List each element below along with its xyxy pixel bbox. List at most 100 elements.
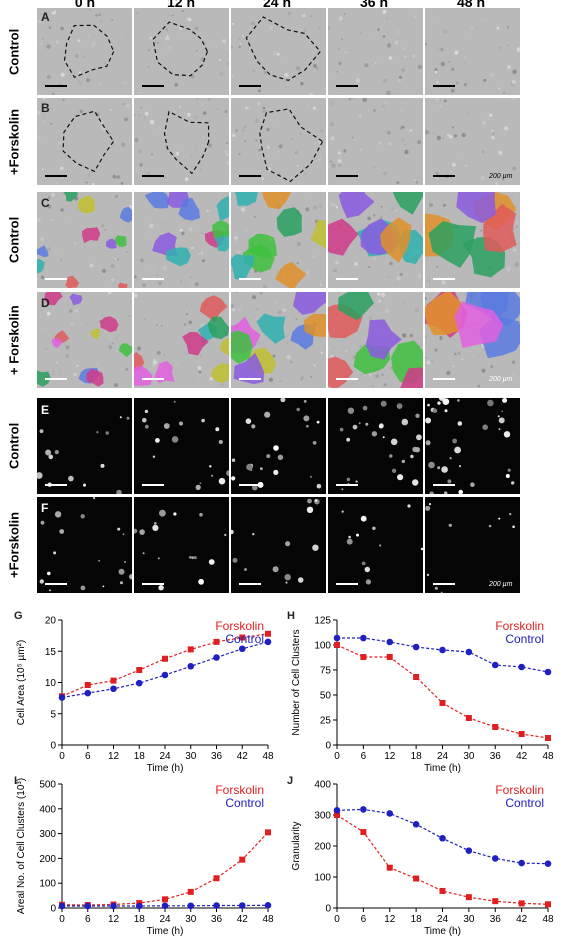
data-point-control (110, 902, 117, 910)
data-point-forskolin (545, 735, 551, 741)
micrograph-b-col2 (231, 98, 326, 185)
scale-bar (433, 175, 455, 177)
y-tick-label: 200 (314, 842, 331, 853)
micrograph-b-col3 (328, 98, 423, 185)
x-tick-label: 0 (59, 914, 65, 925)
data-point-control (213, 654, 220, 661)
x-tick-label: 30 (463, 914, 475, 925)
data-point-control (518, 859, 525, 867)
data-point-forskolin (239, 634, 246, 641)
data-point-forskolin (439, 887, 446, 894)
x-tick-label: 24 (437, 751, 449, 762)
data-point-forskolin (518, 900, 525, 907)
legend-forskolin: Forskolin (215, 783, 264, 797)
y-axis-label: Granularity (291, 822, 302, 871)
scale-bar (45, 278, 67, 280)
data-point-forskolin (162, 896, 168, 903)
legend-forskolin: Forskolin (495, 783, 544, 797)
data-point-control (238, 645, 246, 653)
scale-bar (142, 175, 164, 177)
x-tick-label: 36 (211, 914, 223, 925)
micrograph-d-col2 (231, 292, 326, 388)
data-point-forskolin (265, 829, 271, 836)
data-point-forskolin (386, 864, 393, 871)
data-point-control (360, 806, 367, 813)
micrograph-c-col2 (231, 192, 326, 288)
scale-bar (142, 85, 164, 87)
micrograph-c-col0 (37, 192, 132, 288)
legend-control: Control (505, 796, 544, 810)
scale-bar (336, 484, 358, 486)
data-point-control (264, 638, 272, 646)
micrograph-e-col0 (37, 398, 132, 494)
scale-bar-label-f: 200 µm (489, 581, 513, 588)
data-point-control (491, 661, 499, 669)
y-tick-label: 100 (314, 641, 331, 652)
scale-bar-label-d: 200 µm (489, 376, 513, 383)
chart-i-areal-number-of-cell-clusters: 0 100 200 300 400 500 0 6 12 18 24 30 36 42 48 Time (h)… (16, 778, 274, 937)
data-point-forskolin (110, 677, 117, 684)
y-tick-label: 100 (314, 873, 331, 884)
x-axis-label: Time (h) (147, 763, 184, 774)
data-point-control (491, 855, 499, 862)
x-tick-label: 48 (262, 751, 274, 762)
data-point-control (110, 685, 117, 693)
data-point-forskolin (187, 888, 194, 895)
column-header-36h: 36 h (359, 0, 388, 10)
data-point-forskolin (545, 901, 551, 908)
y-tick-label: 20 (45, 616, 57, 627)
scale-bar (239, 175, 261, 177)
data-point-forskolin (439, 700, 446, 706)
scale-bar (239, 484, 261, 486)
panel-letter-b: B (41, 101, 50, 115)
column-header-48h: 48 h (456, 0, 485, 10)
series-line-control (61, 641, 269, 699)
data-point-control (135, 679, 143, 687)
scale-bar (142, 484, 164, 486)
legend-control: Control (505, 632, 544, 646)
scale-bar (433, 85, 455, 87)
x-tick-label: 0 (334, 914, 340, 925)
y-tick-label: 125 (314, 616, 331, 627)
x-tick-label: 36 (490, 914, 502, 925)
scale-bar (239, 278, 261, 280)
y-tick-label: 300 (314, 811, 331, 822)
micrograph-e-col2 (231, 398, 326, 494)
y-tick-label: 5 (50, 709, 56, 720)
x-tick-label: 42 (237, 751, 249, 762)
x-tick-label: 36 (490, 751, 502, 762)
panel-letter-f: F (41, 501, 49, 515)
y-tick-label: 500 (39, 780, 56, 791)
data-point-control (161, 671, 169, 679)
x-tick-label: 48 (542, 751, 554, 762)
legend-forskolin: Forskolin (215, 619, 264, 633)
scale-bar (433, 484, 455, 486)
data-point-control (187, 662, 195, 670)
x-tick-label: 48 (262, 914, 274, 925)
micrograph-f-col2 (231, 497, 326, 593)
data-point-forskolin (136, 667, 143, 673)
series-line-forskolin (61, 831, 269, 906)
scale-bar (45, 85, 67, 87)
scale-bar (433, 378, 455, 380)
y-tick-label: 100 (39, 879, 56, 890)
data-point-forskolin (360, 829, 367, 836)
data-point-forskolin (239, 856, 246, 863)
x-tick-label: 18 (411, 751, 423, 762)
y-tick-label: 25 (320, 716, 332, 727)
data-point-forskolin (213, 875, 220, 882)
data-point-control (518, 663, 525, 671)
data-point-forskolin (518, 731, 525, 737)
scale-bar (239, 583, 261, 585)
row-label-f: +Forskolin (6, 511, 22, 579)
micrograph-b-col0 (37, 98, 132, 185)
panel-letter-j: J (287, 775, 294, 787)
micrograph-c-col3 (328, 192, 423, 288)
data-point-forskolin (187, 646, 194, 653)
x-tick-label: 42 (237, 914, 249, 925)
data-point-control (161, 902, 169, 910)
scale-bar (142, 378, 164, 380)
series-line-forskolin (336, 644, 549, 739)
micrograph-f-col4 (425, 497, 520, 593)
data-point-forskolin (465, 715, 472, 721)
